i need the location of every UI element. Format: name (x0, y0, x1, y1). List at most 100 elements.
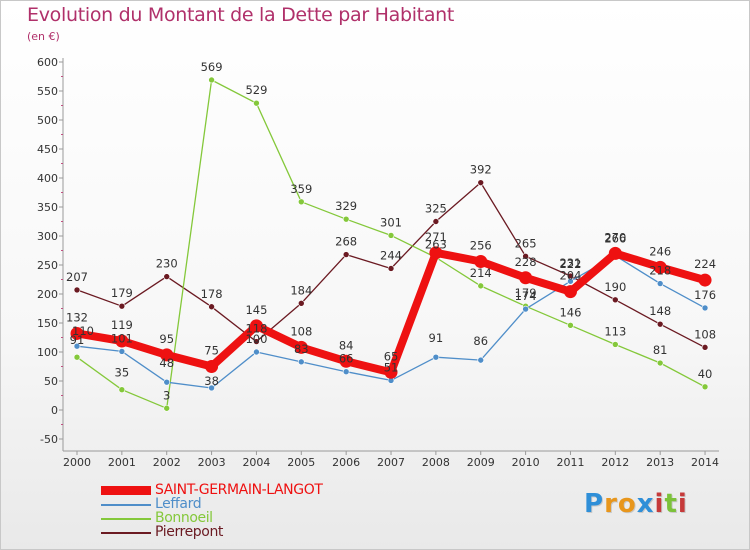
data-label-saint-germain-langot: 132 (66, 310, 88, 324)
logo-letter: t (664, 489, 678, 519)
data-label-bonnoeil: 263 (425, 237, 447, 251)
y-tick-label: 550 (37, 85, 58, 98)
data-label-saint-germain-langot: 84 (339, 338, 354, 352)
data-point-leffard (253, 348, 260, 356)
data-label-pierrepont: 392 (470, 163, 492, 177)
data-point-pierrepont (701, 344, 709, 351)
legend-swatch (101, 518, 151, 520)
data-label-leffard: 218 (649, 264, 671, 278)
data-label-bonnoeil: 91 (70, 333, 85, 347)
data-point-pierrepont (612, 296, 619, 304)
logo-letter: i (677, 489, 688, 519)
data-label-saint-germain-langot: 246 (649, 244, 671, 258)
data-point-leffard (163, 378, 171, 386)
logo-letter: P (584, 489, 605, 519)
data-label-pierrepont: 265 (515, 236, 537, 250)
data-label-leffard: 100 (245, 332, 267, 346)
data-point-pierrepont (656, 320, 664, 328)
data-label-bonnoeil: 35 (115, 366, 130, 380)
data-point-saint-germain-langot (429, 246, 443, 260)
series-saint-germain-langot (70, 246, 712, 379)
legend-label: Pierrepont (155, 524, 224, 540)
y-tick-label: 0 (51, 404, 58, 417)
x-tick-label: 2006 (332, 456, 360, 469)
data-label-bonnoeil: 529 (245, 83, 267, 97)
y-tick-label: 500 (37, 114, 58, 127)
data-point-pierrepont (118, 302, 126, 310)
logo-letter: r (604, 489, 618, 519)
data-label-pierrepont: 184 (290, 283, 312, 297)
x-tick-label: 2014 (691, 456, 719, 469)
data-label-pierrepont: 178 (201, 287, 223, 301)
data-point-pierrepont (163, 273, 171, 280)
data-label-pierrepont: 207 (66, 270, 88, 284)
y-tick-label: 300 (37, 230, 58, 243)
data-point-leffard (522, 305, 529, 313)
y-tick-label: 350 (37, 201, 58, 214)
data-point-bonnoeil (656, 359, 664, 367)
x-tick-label: 2012 (601, 456, 629, 469)
data-label-pierrepont: 230 (156, 257, 178, 271)
legend-label: SAINT-GERMAIN-LANGOT (155, 482, 323, 498)
data-point-saint-germain-langot (384, 365, 398, 379)
data-point-bonnoeil (342, 215, 350, 223)
data-label-leffard: 66 (339, 352, 354, 366)
data-point-leffard (342, 368, 350, 376)
data-point-leffard (73, 342, 81, 350)
data-point-saint-germain-langot (160, 348, 174, 362)
chart-title: Evolution du Montant de la Dette par Hab… (27, 4, 455, 26)
data-point-bonnoeil (208, 76, 215, 84)
data-label-bonnoeil: 81 (653, 343, 668, 357)
data-point-pierrepont (253, 338, 260, 345)
data-label-pierrepont: 244 (380, 248, 402, 262)
data-point-leffard (701, 304, 709, 312)
data-point-leffard (656, 280, 664, 287)
data-point-leffard (118, 348, 126, 355)
x-tick-label: 2011 (556, 456, 584, 469)
data-point-saint-germain-langot (70, 326, 84, 340)
data-label-leffard: 91 (429, 331, 444, 345)
x-tick-label: 2003 (198, 456, 226, 469)
data-point-bonnoeil (387, 232, 395, 239)
data-label-bonnoeil: 569 (201, 60, 223, 74)
data-label-bonnoeil: 359 (290, 182, 312, 196)
y-tick-label: 250 (37, 259, 58, 272)
data-label-saint-germain-langot: 256 (470, 239, 492, 253)
data-point-leffard (477, 356, 485, 364)
legend-item-leffard: Leffard (101, 496, 381, 513)
data-point-pierrepont (387, 265, 395, 272)
proxiti-logo: Proxiti (584, 489, 688, 519)
logo-letter: i (654, 489, 665, 519)
y-tick-label: 200 (37, 288, 58, 301)
data-label-leffard: 110 (72, 324, 94, 338)
y-tick-label: 450 (37, 143, 58, 156)
data-label-pierrepont: 179 (111, 286, 133, 300)
data-label-pierrepont: 231 (559, 256, 581, 270)
data-point-pierrepont (522, 253, 529, 260)
data-label-leffard: 101 (111, 331, 133, 345)
data-label-saint-germain-langot: 145 (245, 303, 267, 317)
y-tick-label: 150 (37, 317, 58, 330)
data-point-bonnoeil (253, 99, 260, 107)
data-point-saint-germain-langot (205, 360, 219, 373)
data-label-pierrepont: 190 (604, 280, 626, 294)
data-point-pierrepont (73, 286, 81, 294)
data-point-saint-germain-langot (519, 271, 533, 285)
data-label-bonnoeil: 146 (559, 305, 581, 319)
data-point-pierrepont (342, 251, 350, 258)
x-tick-label: 2008 (422, 456, 450, 469)
legend-label: Leffard (155, 496, 202, 512)
x-tick-label: 2002 (153, 456, 181, 469)
data-point-pierrepont (297, 299, 305, 307)
data-label-leffard: 222 (559, 257, 581, 271)
data-label-bonnoeil: 40 (698, 367, 713, 381)
legend-item-saint-germain-langot: SAINT-GERMAIN-LANGOT (101, 482, 381, 499)
data-point-saint-germain-langot (563, 285, 577, 299)
data-point-pierrepont (208, 303, 215, 311)
chart-subtitle: (en €) (27, 30, 60, 43)
data-point-bonnoeil (73, 353, 81, 361)
data-point-bonnoeil (477, 282, 485, 290)
data-point-saint-germain-langot (249, 319, 263, 333)
data-label-leffard: 176 (694, 288, 716, 302)
